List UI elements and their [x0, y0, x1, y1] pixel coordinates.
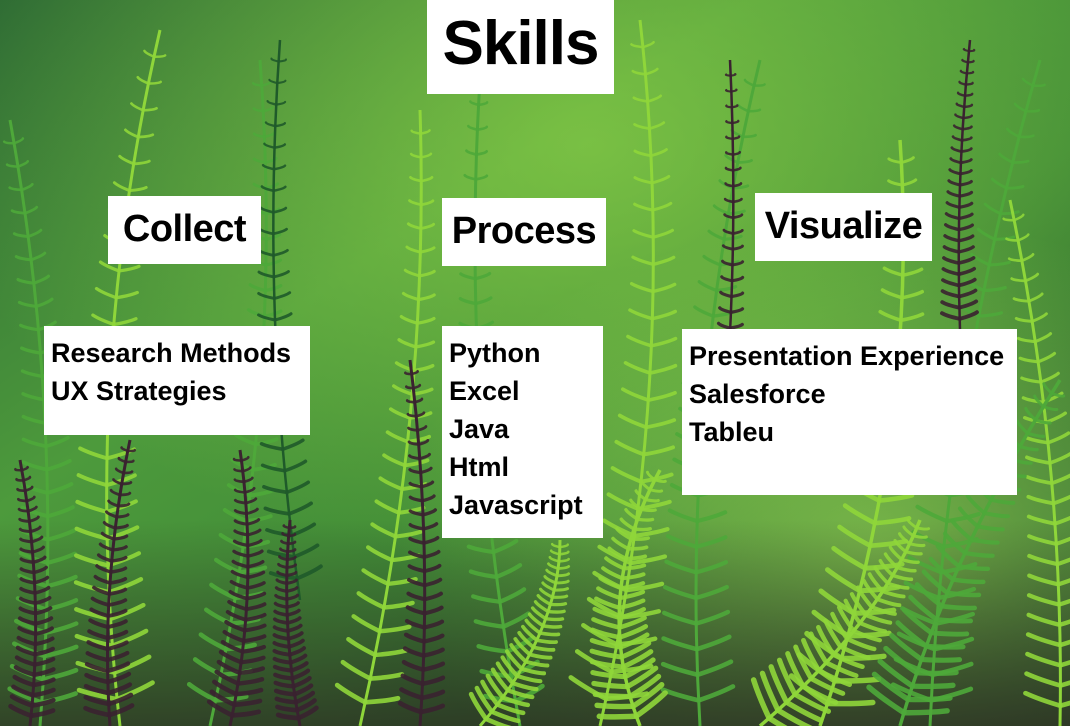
fern-frond — [589, 469, 668, 726]
skill-item: Excel — [449, 376, 520, 406]
collect-heading: Collect — [108, 196, 261, 264]
page-title: Skills — [427, 0, 614, 94]
skill-item: Salesforce — [689, 379, 826, 409]
fern-frond — [272, 519, 319, 726]
skill-item: Presentation Experience — [689, 341, 1005, 371]
process-skill-list: Python Excel Java Html Javascript — [442, 326, 603, 538]
fern-frond — [8, 459, 56, 726]
fern-frond — [750, 518, 931, 726]
skill-item: Javascript — [449, 490, 583, 520]
visualize-heading: Visualize — [755, 193, 932, 261]
collect-skill-list: Research Methods UX Strategies — [44, 326, 310, 435]
fern-frond — [1002, 199, 1070, 726]
fern-frond — [397, 359, 446, 726]
skill-item: Html — [449, 452, 509, 482]
skill-item: UX Strategies — [51, 376, 227, 406]
fern-frond — [83, 439, 137, 726]
visualize-skill-list: Presentation Experience Salesforce Table… — [682, 329, 1017, 495]
fern-frond — [206, 449, 267, 726]
skill-item: Research Methods — [51, 338, 292, 368]
skill-item: Tableu — [689, 417, 775, 447]
fern-frond — [940, 39, 979, 331]
fern-frond — [334, 109, 436, 726]
skill-item: Java — [449, 414, 510, 444]
skill-item: Python — [449, 338, 541, 368]
fern-frond — [468, 539, 571, 726]
process-heading: Process — [442, 198, 606, 266]
